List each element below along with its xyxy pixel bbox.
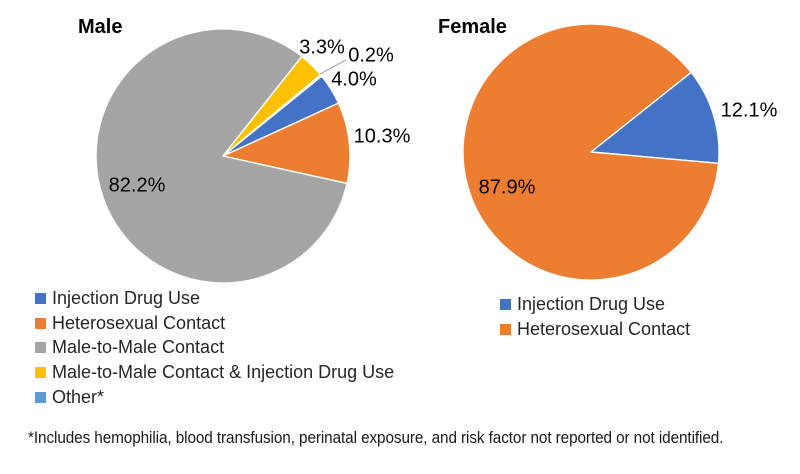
pie-slice-heterosexual-contact <box>222 102 351 185</box>
male-pie-chart <box>95 28 351 284</box>
legend-swatch <box>35 366 46 378</box>
female-chart-title: Female <box>438 16 507 38</box>
legend-item-injection-drug-use: Injection Drug Use <box>35 286 394 311</box>
legend-label: Male-to-Male Contact & Injection Drug Us… <box>52 361 395 382</box>
leader-line-other <box>319 59 347 75</box>
legend-swatch <box>35 292 46 304</box>
legend-swatch <box>500 298 511 310</box>
legend-swatch <box>35 317 46 329</box>
legend-item-male-to-male-contact-injection-drug-use: Male-to-Male Contact & Injection Drug Us… <box>35 360 394 385</box>
legend-label: Male-to-Male Contact <box>52 337 225 358</box>
legend-label: Heterosexual Contact <box>52 312 226 333</box>
legend-swatch <box>35 342 46 354</box>
male-chart-title: Male <box>78 16 123 38</box>
male-legend: Injection Drug Use Heterosexual Contact Ma… <box>35 286 394 409</box>
female-heterosexual-contact-label: 87.9% <box>478 176 536 199</box>
legend-label: Other* <box>52 386 105 407</box>
pie-slice-other <box>222 74 323 157</box>
male-male-to-male-contact-label: 82.2% <box>108 174 166 197</box>
legend-label: Injection Drug Use <box>517 293 666 314</box>
pie-slice-heterosexual-contact <box>462 23 720 281</box>
female-injection-drug-use-label: 12.1% <box>720 99 778 122</box>
legend-label: Injection Drug Use <box>52 287 201 308</box>
male-heterosexual-contact-label: 10.3% <box>353 125 411 148</box>
male-mmc-and-idu-label: 3.3% <box>299 36 345 59</box>
legend-swatch <box>35 391 46 403</box>
male-injection-drug-use-label: 4.0% <box>331 68 377 91</box>
footnote: *Includes hemophilia, blood transfusion,… <box>28 428 724 447</box>
pie-slice-injection-drug-use <box>590 71 720 164</box>
female-legend: Injection Drug Use Heterosexual Contact <box>500 292 690 341</box>
legend-label: Heterosexual Contact <box>517 318 691 339</box>
legend-item-heterosexual-contact: Heterosexual Contact <box>500 317 690 342</box>
legend-item-heterosexual-contact: Heterosexual Contact <box>35 311 394 336</box>
male-other-label: 0.2% <box>348 44 394 67</box>
legend-item-injection-drug-use: Injection Drug Use <box>500 292 690 317</box>
legend-item-other: Other* <box>35 385 394 410</box>
female-pie-chart <box>462 23 720 281</box>
legend-item-male-to-male-contact: Male-to-Male Contact <box>35 335 394 360</box>
legend-swatch <box>500 323 511 335</box>
pie-slice-male-to-male-contact <box>95 28 348 284</box>
